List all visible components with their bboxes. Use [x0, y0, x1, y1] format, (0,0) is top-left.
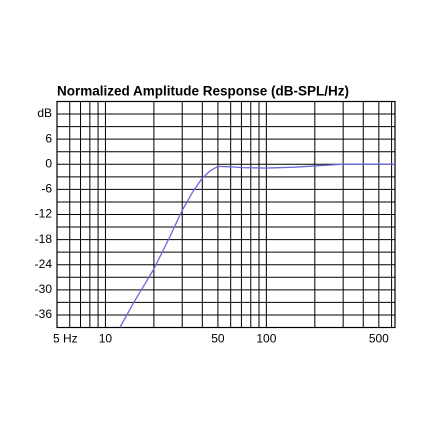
y-tick-label: dB: [37, 106, 52, 120]
x-tick-label: 5 Hz: [53, 332, 78, 346]
y-tick-label: -12: [35, 207, 53, 221]
response-line: [119, 163, 395, 328]
x-tick-label: 50: [211, 332, 225, 346]
y-tick-label: 6: [45, 131, 52, 145]
y-tick-label: -36: [35, 307, 53, 321]
y-tick-label: -30: [35, 282, 53, 296]
plot-frame: [56, 100, 396, 329]
x-tick-label: 500: [369, 332, 389, 346]
x-tick-label: 10: [99, 332, 113, 346]
y-tick-label: -24: [35, 257, 53, 271]
y-tick-label: -18: [35, 232, 53, 246]
chart-title: Normalized Amplitude Response (dB-SPL/Hz…: [57, 84, 349, 99]
x-tick-label: 100: [256, 332, 276, 346]
y-tick-label: 0: [45, 156, 52, 170]
y-tick-label: -6: [41, 182, 52, 196]
